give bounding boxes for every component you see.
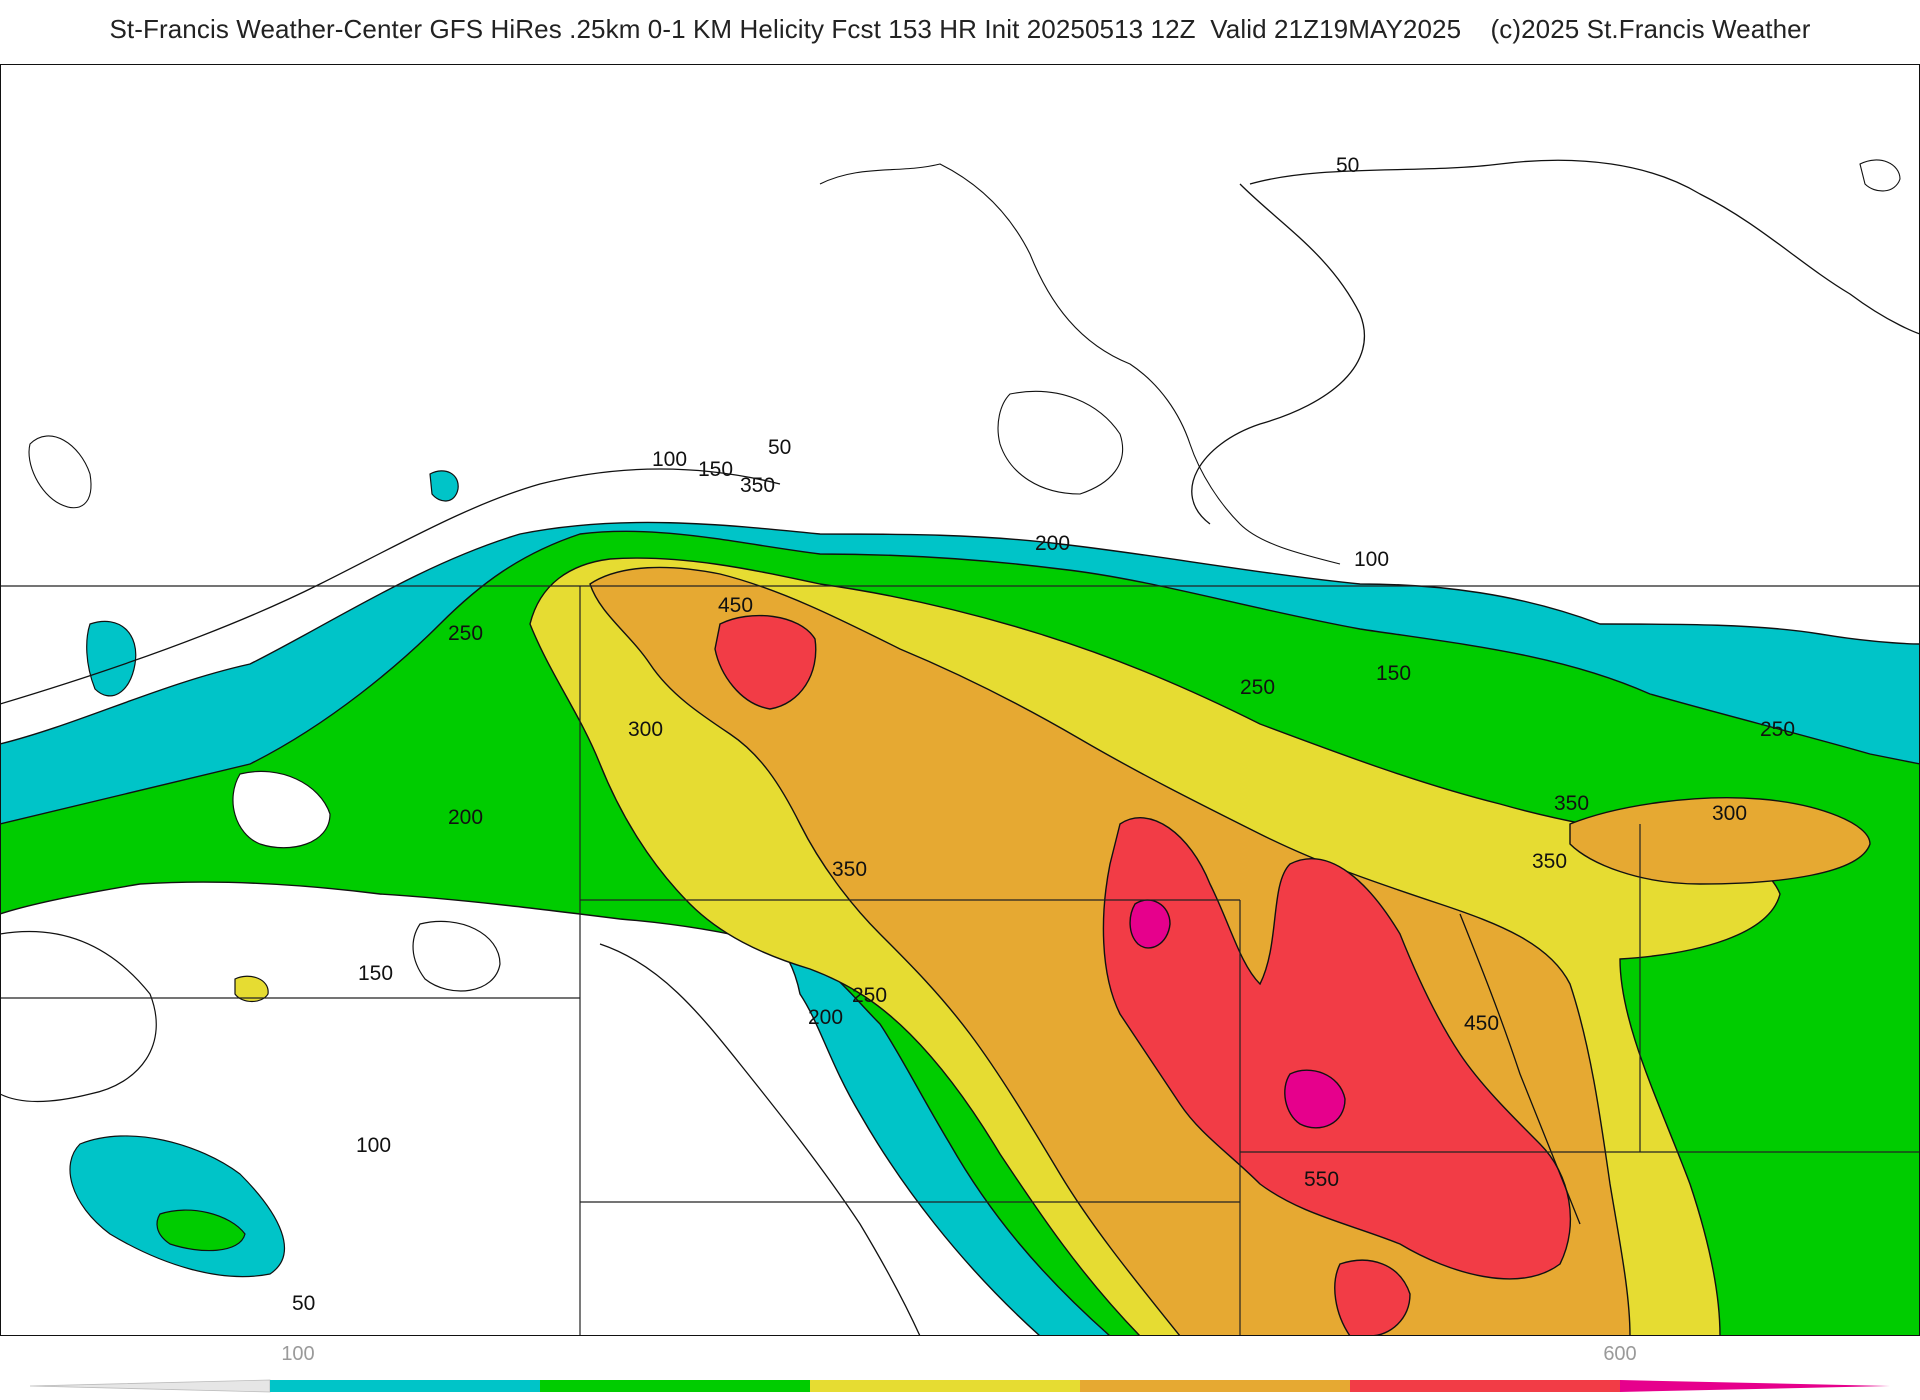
contour-label: 450 — [718, 594, 753, 617]
contour-50-lake — [1191, 183, 1366, 525]
coastline-island-1 — [997, 390, 1124, 495]
contour-label: 350 — [1532, 850, 1567, 873]
colorbar-label-600: 600 — [1603, 1343, 1636, 1365]
contour-label: 100 — [1354, 548, 1389, 571]
contour-labels: 50 100 150 350 200 450 250 300 200 350 1… — [292, 154, 1795, 1315]
contour-label: 300 — [1712, 802, 1747, 825]
coastline-hudson-bay — [819, 163, 1341, 565]
white-hole-2 — [412, 920, 501, 992]
contour-label: 200 — [808, 1006, 843, 1029]
contour-label: 300 — [628, 718, 663, 741]
colorbar-segment — [29, 1379, 271, 1393]
contour-label: 450 — [1464, 1012, 1499, 1035]
contour-extra-1 — [0, 468, 781, 705]
contour-extra-3 — [1459, 913, 1581, 1225]
fill-blob-west-2 — [156, 1209, 246, 1252]
contour-label: 250 — [852, 984, 887, 1007]
contour-label: 50 — [768, 436, 791, 459]
contour-label: 150 — [1376, 662, 1411, 685]
coastlines — [28, 159, 1901, 565]
contour-label: 350 — [740, 474, 775, 497]
contour-extra-2 — [599, 943, 921, 1336]
fill-blob-west-4 — [429, 470, 459, 502]
fill-250-300-east — [1569, 797, 1871, 885]
colorbar-segment — [270, 1380, 541, 1392]
helicity-map: 50 100 150 350 200 450 250 300 200 350 1… — [0, 154, 1920, 1336]
white-hole-1 — [232, 770, 331, 849]
fill-peak-2 — [1284, 1069, 1346, 1129]
colorbar-label-100: 100 — [281, 1343, 314, 1365]
colorbar-segment — [1080, 1380, 1351, 1392]
map-title: St-Francis Weather-Center GFS HiRes .25k… — [109, 14, 1811, 44]
contour-label: 250 — [1240, 676, 1275, 699]
contour-label: 250 — [448, 622, 483, 645]
contour-50-north — [1249, 159, 1920, 335]
contour-label: 150 — [358, 962, 393, 985]
colorbar-segment — [1350, 1380, 1621, 1392]
colorbar-segments — [29, 1379, 1890, 1393]
coastline-west-1 — [28, 435, 92, 509]
contour-label: 350 — [1554, 792, 1589, 815]
contour-label: 200 — [448, 806, 483, 829]
contour-label: 50 — [1336, 154, 1359, 177]
colorbar-segment — [810, 1380, 1081, 1392]
contour-label: 50 — [292, 1292, 315, 1315]
helicity-fill-layers — [0, 470, 1920, 1336]
coastline-island-2 — [1859, 159, 1901, 192]
contour-label: 350 — [832, 858, 867, 881]
contour-label: 250 — [1760, 718, 1795, 741]
contour-lines — [0, 159, 1920, 1336]
fill-blob-west-1 — [69, 1135, 286, 1278]
contour-label: 100 — [356, 1134, 391, 1157]
fill-300-350-north — [714, 614, 817, 710]
white-hole-3 — [0, 930, 157, 1103]
fill-peak-1 — [1129, 899, 1171, 949]
fill-blob-west-3 — [86, 620, 137, 697]
contour-label: 550 — [1304, 1168, 1339, 1191]
contour-label: 150 — [698, 458, 733, 481]
contour-label: 200 — [1035, 532, 1070, 555]
state-borders — [0, 585, 1920, 1336]
fill-300-350-south — [1334, 1259, 1411, 1336]
colorbar-segment — [540, 1380, 811, 1392]
color-scale-bar: 100 600 — [29, 1343, 1890, 1393]
contour-label: 100 — [652, 448, 687, 471]
colorbar-segment — [1620, 1380, 1890, 1392]
